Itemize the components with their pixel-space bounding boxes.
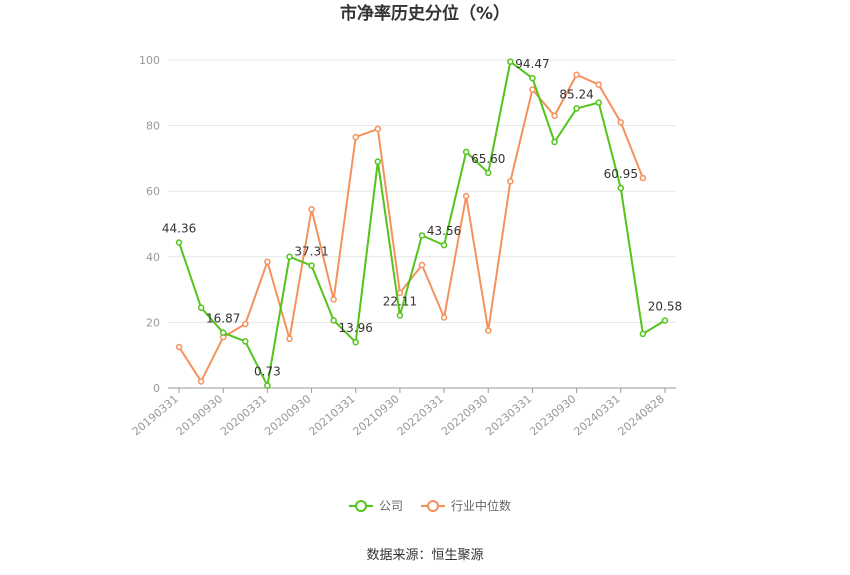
data-point xyxy=(639,330,647,338)
data-point xyxy=(396,312,404,319)
grid xyxy=(168,59,676,323)
data-label: 16.87 xyxy=(206,312,240,326)
data-point xyxy=(507,178,514,185)
x-tick-label: 20200930 xyxy=(262,392,313,438)
data-point xyxy=(595,99,602,106)
data-label: 44.36 xyxy=(162,221,196,235)
data-point xyxy=(197,304,205,311)
data-label: 43.56 xyxy=(427,224,461,238)
data-point xyxy=(617,184,625,192)
data-point xyxy=(440,241,448,249)
legend-label: 行业中位数 xyxy=(451,498,511,513)
legend: 公司 行业中位数 xyxy=(349,498,511,513)
data-point xyxy=(551,138,558,146)
data-label: 13.96 xyxy=(339,321,373,335)
data-point xyxy=(374,125,382,133)
data-label: 37.31 xyxy=(294,245,328,259)
data-point xyxy=(507,58,514,65)
source-note: 数据来源：恒生聚源 xyxy=(366,548,483,563)
data-point xyxy=(418,261,426,269)
data-point xyxy=(595,81,602,88)
legend-swatch-marker xyxy=(427,500,439,512)
y-tick-label: 100 xyxy=(139,54,160,67)
data-label: 65.60 xyxy=(471,152,505,166)
data-point xyxy=(573,105,580,112)
y-tick-label: 80 xyxy=(146,120,160,133)
data-point xyxy=(308,205,315,213)
x-tick-label: 20230331 xyxy=(483,392,534,438)
x-tick-label: 20210331 xyxy=(306,392,357,438)
data-point xyxy=(462,192,470,200)
series-line xyxy=(178,60,666,387)
chart-title: 市净率历史分位（%） xyxy=(340,3,510,24)
data-point xyxy=(485,327,492,334)
data-point xyxy=(330,296,337,303)
data-point xyxy=(573,71,580,79)
x-tick-label: 20220930 xyxy=(439,392,490,438)
data-labels: 44.36 16.87 0.73 37.31 13.96 22.11 43.56 65.60 9… xyxy=(162,57,682,378)
y-tick-label: 60 xyxy=(146,185,160,198)
data-point xyxy=(374,158,382,165)
series-layer xyxy=(175,58,669,389)
data-point xyxy=(197,378,205,385)
y-tick-label: 0 xyxy=(153,382,160,395)
data-point xyxy=(551,112,558,120)
x-axis: 2019033120190930202003312020093020210331… xyxy=(130,387,676,438)
data-point xyxy=(352,338,359,346)
x-tick-label: 20230930 xyxy=(527,392,578,438)
data-point xyxy=(639,174,647,182)
data-point xyxy=(286,335,293,343)
data-label: 22.11 xyxy=(383,294,417,308)
data-point xyxy=(286,253,293,261)
data-point xyxy=(352,133,359,141)
data-point xyxy=(242,338,249,345)
data-point xyxy=(529,86,536,93)
x-tick-label: 20200331 xyxy=(218,392,269,438)
data-point xyxy=(175,239,183,246)
data-point xyxy=(330,317,337,324)
legend-label: 公司 xyxy=(379,499,403,513)
x-tick-label: 20240828 xyxy=(616,392,667,438)
data-label: 0.73 xyxy=(254,365,281,379)
data-point xyxy=(242,320,249,328)
data-label: 94.47 xyxy=(515,57,549,71)
data-label: 60.95 xyxy=(604,167,638,181)
data-point xyxy=(264,258,271,265)
x-tick-label: 20190930 xyxy=(174,392,225,438)
data-point xyxy=(219,329,227,336)
y-axis: 0 20 40 60 80 100 xyxy=(139,54,160,395)
data-point xyxy=(308,262,315,269)
x-tick-label: 20220331 xyxy=(395,392,446,438)
data-point xyxy=(485,169,492,177)
data-point xyxy=(661,317,669,324)
data-point xyxy=(264,382,271,389)
x-tick-label: 20240331 xyxy=(571,392,622,438)
x-tick-label: 20210930 xyxy=(351,392,402,438)
series-line xyxy=(178,73,644,383)
legend-swatch-marker xyxy=(355,500,367,512)
x-tick-label: 20190331 xyxy=(130,392,181,438)
data-point xyxy=(617,119,625,126)
data-point xyxy=(462,148,470,156)
y-tick-label: 40 xyxy=(146,251,160,264)
y-tick-label: 20 xyxy=(146,316,160,329)
data-label: 20.58 xyxy=(648,299,682,313)
data-point xyxy=(175,343,183,351)
data-point xyxy=(529,74,536,82)
data-label: 85.24 xyxy=(559,87,593,101)
data-point xyxy=(440,314,448,321)
data-point xyxy=(418,232,426,239)
